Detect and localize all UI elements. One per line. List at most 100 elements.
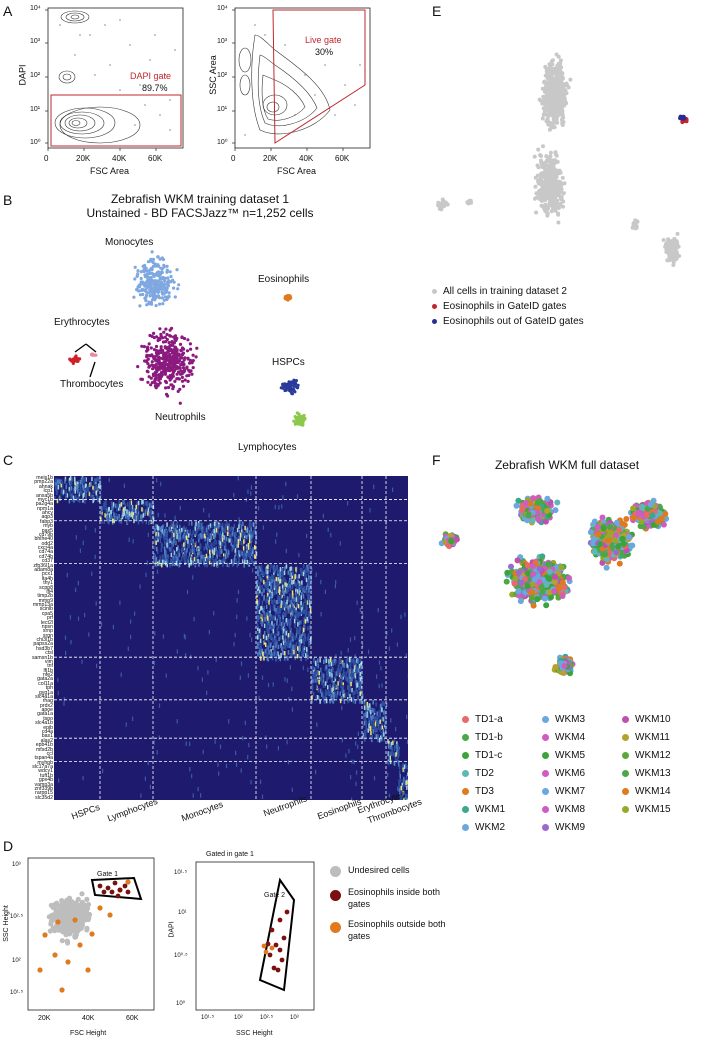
heatmap-cell bbox=[145, 501, 148, 506]
heatmap-cell bbox=[296, 602, 298, 607]
heatmap-cell bbox=[274, 647, 276, 652]
heatmap-cell bbox=[285, 580, 287, 585]
cell-point-neutrophils bbox=[163, 345, 167, 349]
heatmap-cell bbox=[385, 717, 387, 723]
heatmap-cell bbox=[295, 588, 297, 593]
y-tick: 10² bbox=[12, 958, 21, 964]
eosinophil-outside-point bbox=[263, 949, 269, 955]
heatmap-cell bbox=[306, 582, 309, 588]
cell-point-monocytes bbox=[145, 303, 149, 307]
heatmap-cell bbox=[68, 487, 71, 492]
heatmap-cell bbox=[157, 561, 160, 566]
heatmap-cell bbox=[200, 555, 202, 560]
cell-point-monocytes bbox=[144, 281, 148, 285]
heatmap-cell bbox=[202, 749, 204, 755]
cell-point-neutrophils bbox=[167, 341, 171, 345]
heatmap-cell bbox=[96, 663, 98, 669]
heatmap-cell bbox=[352, 690, 354, 696]
heatmap-cell bbox=[246, 560, 248, 565]
y-tick: 10³ bbox=[217, 38, 228, 45]
heatmap-cell bbox=[197, 786, 199, 792]
cell-point-neutrophils bbox=[179, 369, 183, 373]
heatmap-cell bbox=[250, 558, 253, 563]
heatmap-cell bbox=[335, 653, 337, 659]
heatmap-cell bbox=[402, 779, 405, 784]
heatmap-cell bbox=[193, 616, 195, 622]
legend-dot-undesired bbox=[330, 866, 341, 877]
heatmap-cell bbox=[247, 543, 250, 548]
heatmap-cell bbox=[277, 569, 280, 575]
heatmap-cell bbox=[367, 706, 369, 711]
heatmap-cell bbox=[176, 649, 178, 654]
heatmap-cell bbox=[166, 533, 168, 538]
heatmap-cell bbox=[77, 489, 79, 494]
heatmap-cell bbox=[361, 694, 364, 699]
heatmap-cell bbox=[321, 674, 324, 679]
heatmap-cell bbox=[158, 534, 160, 539]
cell-point bbox=[548, 150, 553, 155]
cell-point-neutrophils bbox=[195, 346, 199, 350]
heatmap-cell bbox=[157, 537, 159, 542]
cell-point-neutrophils bbox=[174, 361, 178, 365]
cell-point-neutrophils bbox=[194, 355, 198, 359]
heatmap-cell bbox=[296, 654, 299, 659]
heatmap-cell bbox=[198, 522, 200, 527]
heatmap-cell bbox=[327, 527, 329, 533]
heatmap-cell bbox=[270, 563, 272, 569]
heatmap-cell bbox=[208, 513, 210, 518]
heatmap-cell bbox=[403, 768, 406, 773]
cell-point bbox=[553, 66, 558, 71]
heatmap-cell bbox=[239, 540, 241, 545]
heatmap-cell bbox=[276, 532, 278, 537]
heatmap-cell bbox=[183, 542, 185, 547]
cell-point-monocytes bbox=[156, 290, 161, 294]
heatmap-cell bbox=[162, 634, 164, 639]
heatmap-cell bbox=[206, 544, 209, 549]
cell-point-neutrophils bbox=[157, 355, 161, 359]
heatmap-cell bbox=[254, 530, 257, 535]
heatmap-cell bbox=[349, 672, 351, 678]
heatmap-cell bbox=[251, 550, 254, 555]
heatmap-cell bbox=[298, 581, 301, 586]
heatmap-cell bbox=[75, 485, 77, 491]
heatmap-cell bbox=[120, 519, 123, 524]
gene-label: rarpp15 bbox=[35, 790, 53, 797]
heatmap-cell bbox=[183, 525, 185, 530]
heatmap-cell bbox=[251, 551, 253, 557]
heatmap-cell bbox=[271, 600, 274, 605]
heatmap-cell bbox=[103, 505, 105, 510]
cell-point-monocytes bbox=[165, 264, 169, 268]
heatmap-cell bbox=[277, 610, 280, 616]
gene-label: slc35d2 bbox=[35, 794, 53, 801]
cell-point bbox=[533, 184, 538, 189]
heatmap-cell bbox=[309, 641, 312, 646]
heatmap-cell bbox=[269, 607, 272, 612]
cell-point-neutrophils bbox=[169, 334, 173, 338]
heatmap-cell bbox=[223, 556, 225, 561]
heatmap-cell bbox=[273, 651, 275, 656]
heatmap-cell bbox=[81, 485, 84, 490]
cell-point-neutrophils bbox=[166, 385, 171, 390]
cell-point bbox=[557, 68, 562, 73]
cell-point bbox=[551, 95, 556, 100]
gene-label: bas1 bbox=[41, 733, 53, 740]
heatmap-cell bbox=[249, 529, 252, 535]
heatmap-cell bbox=[258, 633, 261, 638]
heatmap-cell bbox=[235, 537, 238, 542]
heatmap-cell bbox=[178, 562, 181, 568]
heatmap-cell bbox=[241, 551, 243, 556]
cluster-label-monocytes: Monocytes bbox=[105, 237, 154, 248]
heatmap-cell bbox=[321, 680, 323, 686]
heatmap-cell bbox=[356, 770, 358, 775]
gate-1-polygon bbox=[90, 876, 143, 901]
heatmap-cell bbox=[69, 476, 72, 481]
legend-label: Undesired cells bbox=[348, 865, 410, 875]
cell-point-monocytes bbox=[135, 274, 139, 278]
heatmap-cell bbox=[349, 693, 351, 699]
heatmap-cell bbox=[262, 640, 265, 646]
undesired-cell-point bbox=[54, 900, 60, 906]
heatmap-cell bbox=[345, 671, 347, 676]
cell-point-neutrophils bbox=[171, 354, 175, 358]
heatmap-cell bbox=[375, 702, 377, 707]
heatmap-cell bbox=[300, 571, 302, 576]
